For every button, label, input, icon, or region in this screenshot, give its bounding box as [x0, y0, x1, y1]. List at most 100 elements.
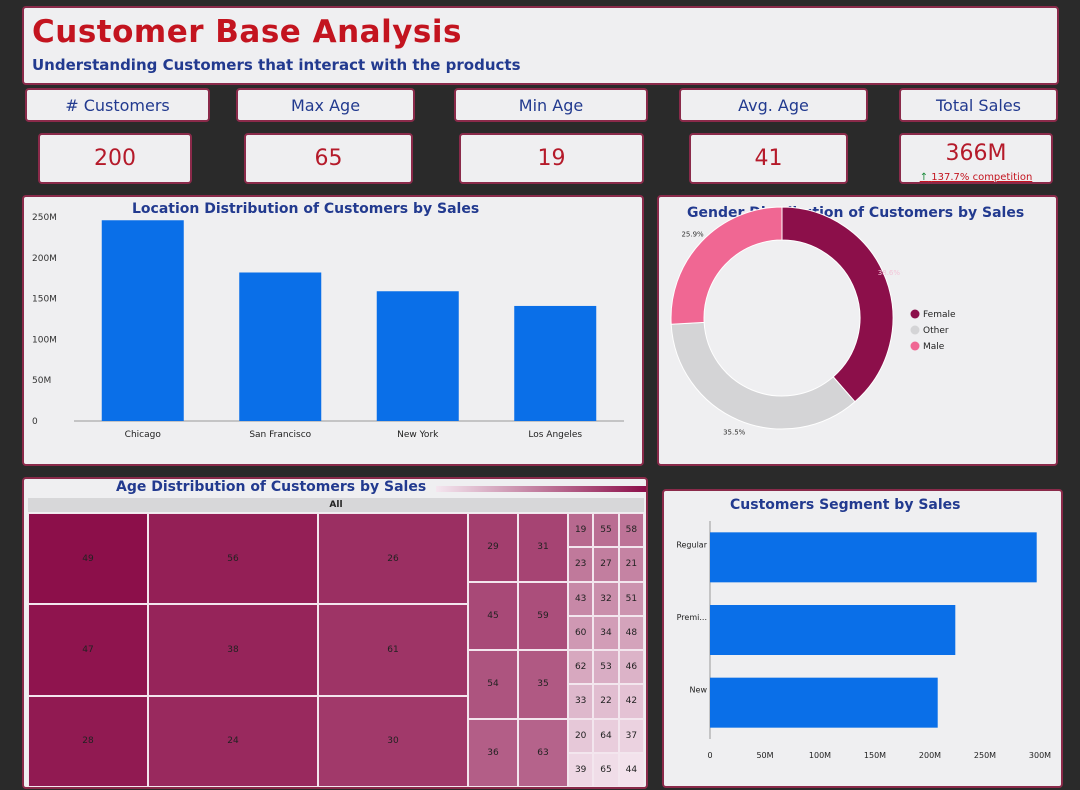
- treemap-cell[interactable]: 56: [148, 513, 318, 605]
- treemap-cell[interactable]: 28: [28, 695, 148, 787]
- treemap-cell[interactable]: 23: [568, 547, 594, 582]
- segment-chart-panel: Customers Segment by Sales Regular Premi.…: [662, 489, 1063, 788]
- bar: [101, 220, 184, 421]
- x-tick-label: Chicago: [125, 430, 162, 440]
- treemap-cell[interactable]: 32: [593, 581, 619, 616]
- total-sales-note: 137.7% competition: [931, 172, 1033, 183]
- treemap-cell[interactable]: 36: [468, 718, 518, 787]
- location-chart-title: Location Distribution of Customers by Sa…: [132, 201, 480, 217]
- segment-chart-title: Customers Segment by Sales: [730, 497, 961, 513]
- age-treemap: 49 47 28 56 38 24 26 61 30 29 31 45 59 54 35 36 63 19 55 58…: [28, 513, 644, 787]
- kpi-label-avg-age: Avg. Age: [679, 88, 868, 122]
- treemap-cell[interactable]: 38: [148, 604, 318, 696]
- slice-label: 25.9%: [681, 231, 704, 239]
- y-tick-label: 200M: [32, 254, 57, 264]
- y-tick-label: 50M: [32, 376, 51, 386]
- segment-bar-chart: Regular Premi... New 0 50M 100M 150M 200M 250M 30…: [676, 521, 1051, 760]
- treemap-header[interactable]: All: [28, 498, 644, 512]
- kpi-value-total-sales: 366M ↑ 137.7% competition: [899, 133, 1053, 184]
- treemap-cell[interactable]: 26: [318, 513, 468, 605]
- treemap-cell[interactable]: 58: [618, 513, 644, 548]
- slice-label: 38.6%: [878, 269, 901, 277]
- page-subtitle: Understanding Customers that interact wi…: [32, 56, 521, 74]
- kpi-value-min-age: 19: [459, 133, 644, 184]
- legend-label: Female: [923, 310, 956, 320]
- x-tick-label: 150M: [864, 751, 886, 760]
- treemap-cell[interactable]: 21: [618, 547, 644, 582]
- treemap-cell[interactable]: 48: [618, 615, 644, 650]
- age-chart-title: Age Distribution of Customers by Sales: [116, 479, 427, 495]
- treemap-cell[interactable]: 39: [568, 752, 594, 787]
- treemap-cell[interactable]: 31: [518, 513, 568, 582]
- total-sales-comparison: ↑ 137.7% competition: [901, 172, 1051, 183]
- legend-marker: [910, 309, 920, 319]
- gender-chart-panel: Gender Distribution of Customers by Sale…: [657, 195, 1058, 466]
- treemap-cell[interactable]: 55: [593, 513, 619, 548]
- bar: [376, 291, 459, 421]
- treemap-cell[interactable]: 20: [568, 718, 594, 753]
- legend-label: Other: [923, 326, 949, 336]
- treemap-cell[interactable]: 30: [318, 695, 468, 787]
- x-tick-label: 200M: [919, 751, 941, 760]
- treemap-cell[interactable]: 33: [568, 684, 594, 719]
- treemap-cell[interactable]: 22: [593, 684, 619, 719]
- x-tick-label: 50M: [756, 751, 773, 760]
- treemap-cell[interactable]: 42: [618, 684, 644, 719]
- treemap-cell[interactable]: 46: [618, 650, 644, 685]
- treemap-cell[interactable]: 54: [468, 650, 518, 719]
- donut-slice: [781, 206, 894, 403]
- legend-marker: [910, 325, 920, 335]
- location-chart-panel: Location Distribution of Customers by Sa…: [22, 195, 644, 466]
- treemap-cell[interactable]: 62: [568, 650, 594, 685]
- kpi-value-customers: 200: [38, 133, 192, 184]
- y-tick-label: 0: [32, 417, 38, 427]
- treemap-cell[interactable]: 49: [28, 513, 148, 605]
- x-tick-label: 250M: [974, 751, 996, 760]
- treemap-cell[interactable]: 24: [148, 695, 318, 787]
- y-tick-label: 150M: [32, 295, 57, 305]
- treemap-cell[interactable]: 44: [618, 752, 644, 787]
- treemap-cell[interactable]: 61: [318, 604, 468, 696]
- bar: [710, 605, 956, 655]
- kpi-label-customers: # Customers: [25, 88, 210, 122]
- y-tick-label: New: [690, 686, 708, 695]
- donut-slice: [670, 321, 856, 430]
- legend-label: Male: [923, 342, 945, 352]
- x-tick-label: 0: [707, 751, 712, 760]
- kpi-label-total-sales: Total Sales: [899, 88, 1058, 122]
- color-scale-bar: [436, 486, 646, 492]
- treemap-cell[interactable]: 19: [568, 513, 594, 548]
- x-tick-label: 100M: [809, 751, 831, 760]
- legend-marker: [910, 341, 920, 351]
- x-tick-label: 300M: [1029, 751, 1051, 760]
- bar: [239, 272, 322, 421]
- treemap-cell[interactable]: 60: [568, 615, 594, 650]
- kpi-label-min-age: Min Age: [454, 88, 648, 122]
- x-tick-label: New York: [397, 430, 439, 440]
- treemap-cell[interactable]: 34: [593, 615, 619, 650]
- total-sales-value: 366M: [945, 141, 1007, 166]
- bar: [514, 305, 597, 421]
- treemap-cell[interactable]: 64: [593, 718, 619, 753]
- treemap-cell[interactable]: 35: [518, 650, 568, 719]
- treemap-cell[interactable]: 53: [593, 650, 619, 685]
- treemap-cell[interactable]: 43: [568, 581, 594, 616]
- kpi-label-max-age: Max Age: [236, 88, 415, 122]
- treemap-cell[interactable]: 47: [28, 604, 148, 696]
- treemap-cell[interactable]: 63: [518, 718, 568, 787]
- treemap-cell[interactable]: 37: [618, 718, 644, 753]
- donut-slice: [670, 206, 783, 325]
- y-tick-label: 250M: [32, 213, 57, 223]
- kpi-value-avg-age: 41: [689, 133, 848, 184]
- treemap-cell[interactable]: 45: [468, 581, 518, 650]
- treemap-cell[interactable]: 59: [518, 581, 568, 650]
- bar: [710, 677, 938, 728]
- y-tick-label: Premi...: [677, 613, 707, 622]
- treemap-cell[interactable]: 27: [593, 547, 619, 582]
- treemap-cell[interactable]: 51: [618, 581, 644, 616]
- treemap-cell[interactable]: 29: [468, 513, 518, 582]
- kpi-value-max-age: 65: [244, 133, 413, 184]
- header-panel: Customer Base Analysis Understanding Cus…: [22, 6, 1059, 85]
- treemap-cell[interactable]: 65: [593, 752, 619, 787]
- y-tick-label: Regular: [676, 540, 707, 549]
